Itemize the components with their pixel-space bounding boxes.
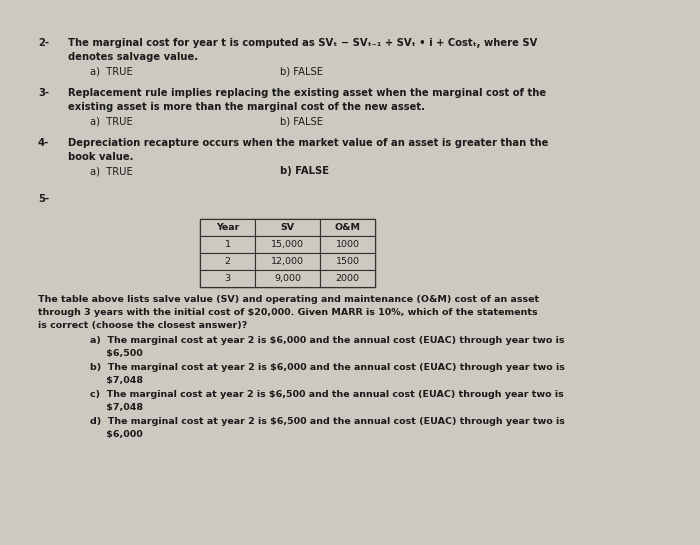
- Bar: [320, 236, 375, 253]
- Text: c)  The marginal cost at year 2 is $6,500 and the annual cost (EUAC) through yea: c) The marginal cost at year 2 is $6,500…: [90, 390, 564, 399]
- Text: a)  TRUE: a) TRUE: [90, 166, 133, 176]
- Text: Depreciation recapture occurs when the market value of an asset is greater than : Depreciation recapture occurs when the m…: [68, 138, 548, 148]
- Text: existing asset is more than the marginal cost of the new asset.: existing asset is more than the marginal…: [68, 102, 425, 112]
- Bar: [320, 270, 375, 287]
- Text: d)  The marginal cost at year 2 is $6,500 and the annual cost (EUAC) through yea: d) The marginal cost at year 2 is $6,500…: [90, 417, 565, 426]
- Text: SV: SV: [281, 223, 295, 232]
- Bar: [255, 236, 320, 253]
- Bar: [200, 253, 255, 270]
- Bar: [200, 219, 375, 287]
- Text: 1500: 1500: [335, 257, 360, 266]
- Text: a)  The marginal cost at year 2 is $6,000 and the annual cost (EUAC) through yea: a) The marginal cost at year 2 is $6,000…: [90, 336, 564, 345]
- Text: The marginal cost for year t is computed as SVₜ − SVₜ₋₁ + SVₜ • i + Costₜ, where: The marginal cost for year t is computed…: [68, 38, 538, 48]
- Text: is correct (choose the closest answer)?: is correct (choose the closest answer)?: [38, 321, 247, 330]
- Text: 1000: 1000: [335, 240, 360, 249]
- Bar: [320, 219, 375, 236]
- Text: 5-: 5-: [38, 194, 49, 204]
- Text: through 3 years with the initial cost of $20,000. Given MARR is 10%, which of th: through 3 years with the initial cost of…: [38, 308, 538, 317]
- Bar: [200, 270, 255, 287]
- Text: denotes salvage value.: denotes salvage value.: [68, 52, 198, 62]
- Text: 4-: 4-: [38, 138, 49, 148]
- Bar: [200, 219, 255, 236]
- Text: b) FALSE: b) FALSE: [280, 166, 329, 176]
- Text: 9,000: 9,000: [274, 274, 301, 283]
- Text: 3: 3: [225, 274, 230, 283]
- Bar: [200, 236, 255, 253]
- Text: $6,000: $6,000: [90, 430, 143, 439]
- Text: b)  The marginal cost at year 2 is $6,000 and the annual cost (EUAC) through yea: b) The marginal cost at year 2 is $6,000…: [90, 363, 565, 372]
- Text: book value.: book value.: [68, 152, 134, 162]
- Text: b) FALSE: b) FALSE: [280, 116, 323, 126]
- Text: Year: Year: [216, 223, 239, 232]
- Text: a)  TRUE: a) TRUE: [90, 116, 133, 126]
- Text: $7,048: $7,048: [90, 403, 143, 412]
- Text: $7,048: $7,048: [90, 376, 143, 385]
- Text: $6,500: $6,500: [90, 349, 143, 358]
- Text: 12,000: 12,000: [271, 257, 304, 266]
- Text: a)  TRUE: a) TRUE: [90, 66, 133, 76]
- Text: O&M: O&M: [335, 223, 360, 232]
- Text: 2000: 2000: [335, 274, 360, 283]
- Bar: [255, 219, 320, 236]
- Text: b) FALSE: b) FALSE: [280, 66, 323, 76]
- Bar: [320, 253, 375, 270]
- Text: 1: 1: [225, 240, 230, 249]
- Text: Replacement rule implies replacing the existing asset when the marginal cost of : Replacement rule implies replacing the e…: [68, 88, 546, 98]
- Bar: [255, 270, 320, 287]
- Bar: [255, 253, 320, 270]
- Text: 2: 2: [225, 257, 230, 266]
- Text: 15,000: 15,000: [271, 240, 304, 249]
- Text: The table above lists salve value (SV) and operating and maintenance (O&M) cost : The table above lists salve value (SV) a…: [38, 295, 539, 304]
- Text: 2-: 2-: [38, 38, 49, 48]
- Text: 3-: 3-: [38, 88, 49, 98]
